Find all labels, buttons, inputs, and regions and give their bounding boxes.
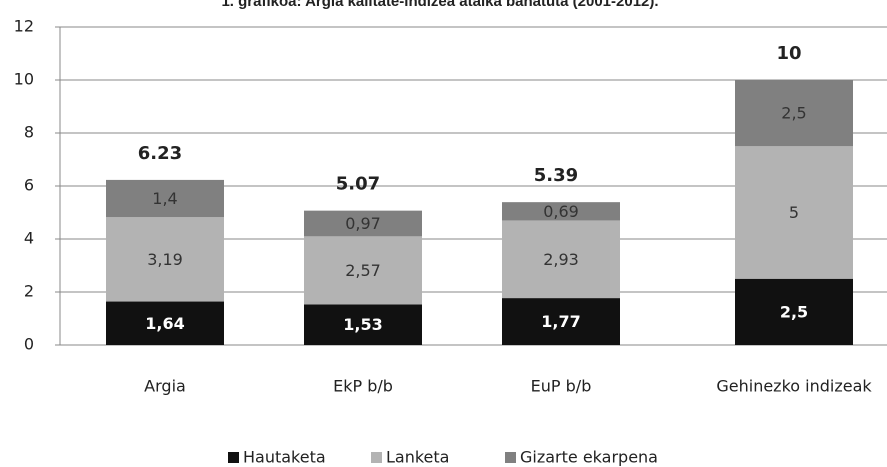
x-tick-label: EkP b/b xyxy=(333,377,393,396)
data-label: 3,19 xyxy=(147,250,183,269)
legend-label: Hautaketa xyxy=(243,448,326,467)
data-label: 2,5 xyxy=(780,302,808,321)
legend-label: Gizarte ekarpena xyxy=(520,448,658,467)
x-tick-label: Gehinezko indizeak xyxy=(716,377,872,396)
y-tick-label: 12 xyxy=(14,17,34,36)
chart-title: 1. grafikoa: Argia kalitate-indizea atal… xyxy=(221,0,658,10)
data-label: 1,77 xyxy=(541,312,580,331)
data-label: 0,69 xyxy=(543,202,579,221)
total-label: 5.07 xyxy=(336,174,380,195)
y-tick-label: 0 xyxy=(24,335,34,354)
data-label: 1,4 xyxy=(152,189,177,208)
bar-segment xyxy=(106,301,224,345)
y-tick-label: 4 xyxy=(24,229,34,248)
data-label: 0,97 xyxy=(345,214,381,233)
y-tick-label: 10 xyxy=(14,70,34,89)
bar-segment xyxy=(735,146,853,279)
data-label: 5 xyxy=(789,203,799,222)
legend-swatch xyxy=(228,452,239,463)
data-label: 2,5 xyxy=(781,104,806,123)
legend-swatch xyxy=(505,452,516,463)
bar-segment xyxy=(735,80,853,147)
bar-segment xyxy=(106,217,224,302)
bar-segment xyxy=(502,202,620,221)
data-label: 1,64 xyxy=(145,314,184,333)
data-label: 1,53 xyxy=(343,315,382,334)
total-label: 6.23 xyxy=(138,143,182,164)
bar-segment xyxy=(106,179,224,218)
bar-segment xyxy=(502,220,620,299)
data-label: 2,57 xyxy=(345,261,381,280)
bar-segment xyxy=(304,304,422,345)
total-label: 5.39 xyxy=(534,165,578,186)
x-tick-label: Argia xyxy=(144,377,186,396)
y-tick-label: 2 xyxy=(24,282,34,301)
legend-label: Lanketa xyxy=(386,448,449,467)
y-tick-label: 6 xyxy=(24,176,34,195)
bar-segment xyxy=(735,278,853,345)
x-tick-label: EuP b/b xyxy=(531,377,592,396)
total-label: 10 xyxy=(776,43,801,64)
bar-segment xyxy=(304,236,422,305)
y-tick-label: 8 xyxy=(24,123,34,142)
bar-segment xyxy=(304,210,422,237)
data-label: 2,93 xyxy=(543,250,579,269)
legend-swatch xyxy=(371,452,382,463)
bar-segment xyxy=(502,298,620,345)
